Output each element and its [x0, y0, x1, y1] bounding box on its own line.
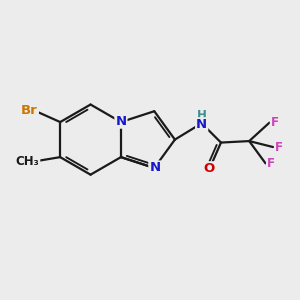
Text: Br: Br: [21, 104, 38, 117]
Text: O: O: [203, 162, 215, 175]
Text: CH₃: CH₃: [16, 155, 39, 168]
Text: H: H: [197, 109, 207, 122]
Text: N: N: [149, 161, 161, 175]
Text: N: N: [196, 118, 207, 131]
Text: F: F: [267, 157, 275, 170]
Text: F: F: [275, 140, 283, 154]
Text: F: F: [271, 116, 279, 129]
Text: N: N: [116, 115, 127, 128]
